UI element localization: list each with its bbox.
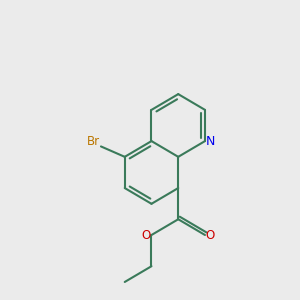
Text: O: O (206, 229, 215, 242)
Text: Br: Br (87, 135, 100, 148)
Text: N: N (206, 135, 216, 148)
Text: O: O (142, 229, 151, 242)
